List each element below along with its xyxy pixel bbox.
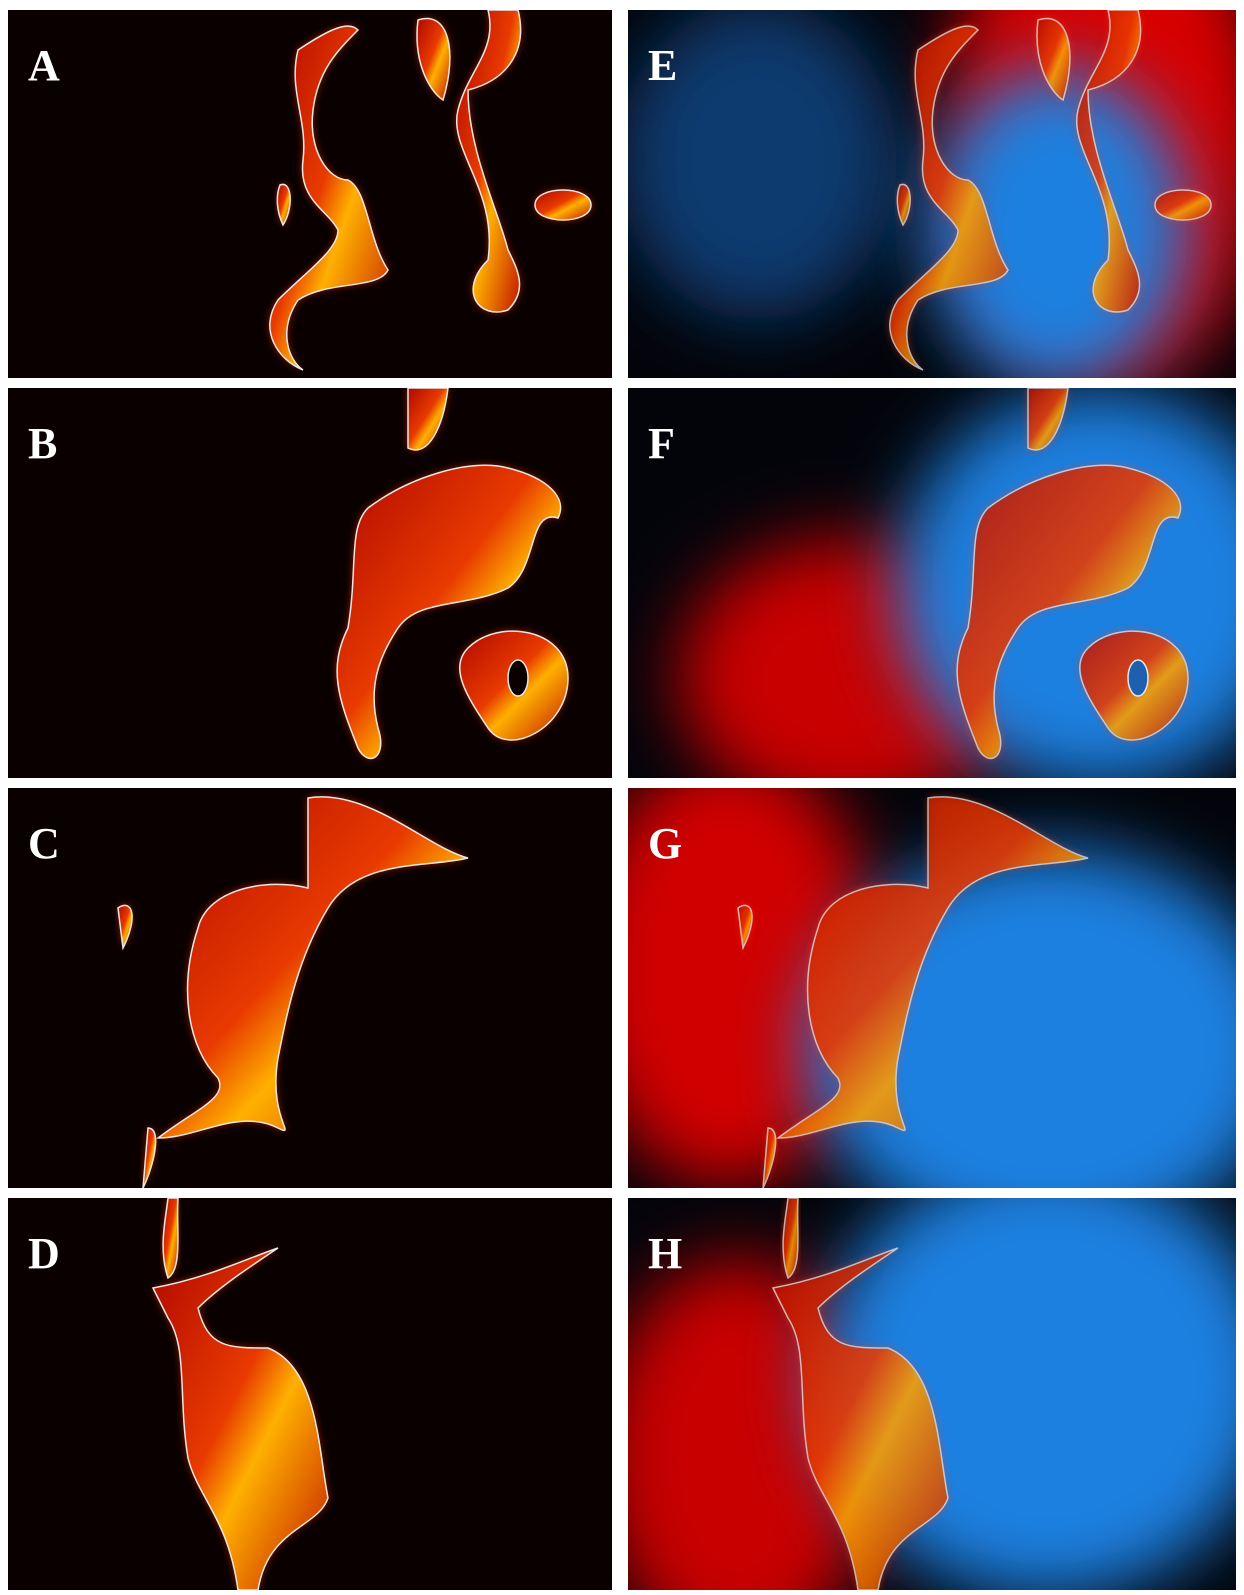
panel-label: A: [28, 41, 60, 90]
panel: D: [8, 1198, 612, 1590]
panel-label: G: [648, 819, 682, 868]
panel-label: H: [648, 1229, 682, 1278]
panel-label: D: [28, 1229, 60, 1278]
heat-region: [535, 190, 591, 220]
panel-label: F: [648, 419, 675, 468]
panel: H: [598, 1158, 1244, 1595]
panel-background: [8, 1198, 612, 1590]
figure: A B C D E F G H: [0, 0, 1244, 1595]
panel-label: B: [28, 419, 57, 468]
hole: [508, 660, 528, 696]
heat-region: [1155, 190, 1211, 220]
panel: C: [8, 788, 612, 1188]
panel: F: [628, 388, 1244, 818]
panel: A: [8, 10, 612, 378]
panel: E: [618, 0, 1244, 390]
panel: B: [8, 388, 612, 778]
panel: G: [578, 748, 1244, 1248]
hole: [1128, 660, 1148, 696]
panel-label: E: [648, 41, 677, 90]
panel-label: C: [28, 819, 60, 868]
